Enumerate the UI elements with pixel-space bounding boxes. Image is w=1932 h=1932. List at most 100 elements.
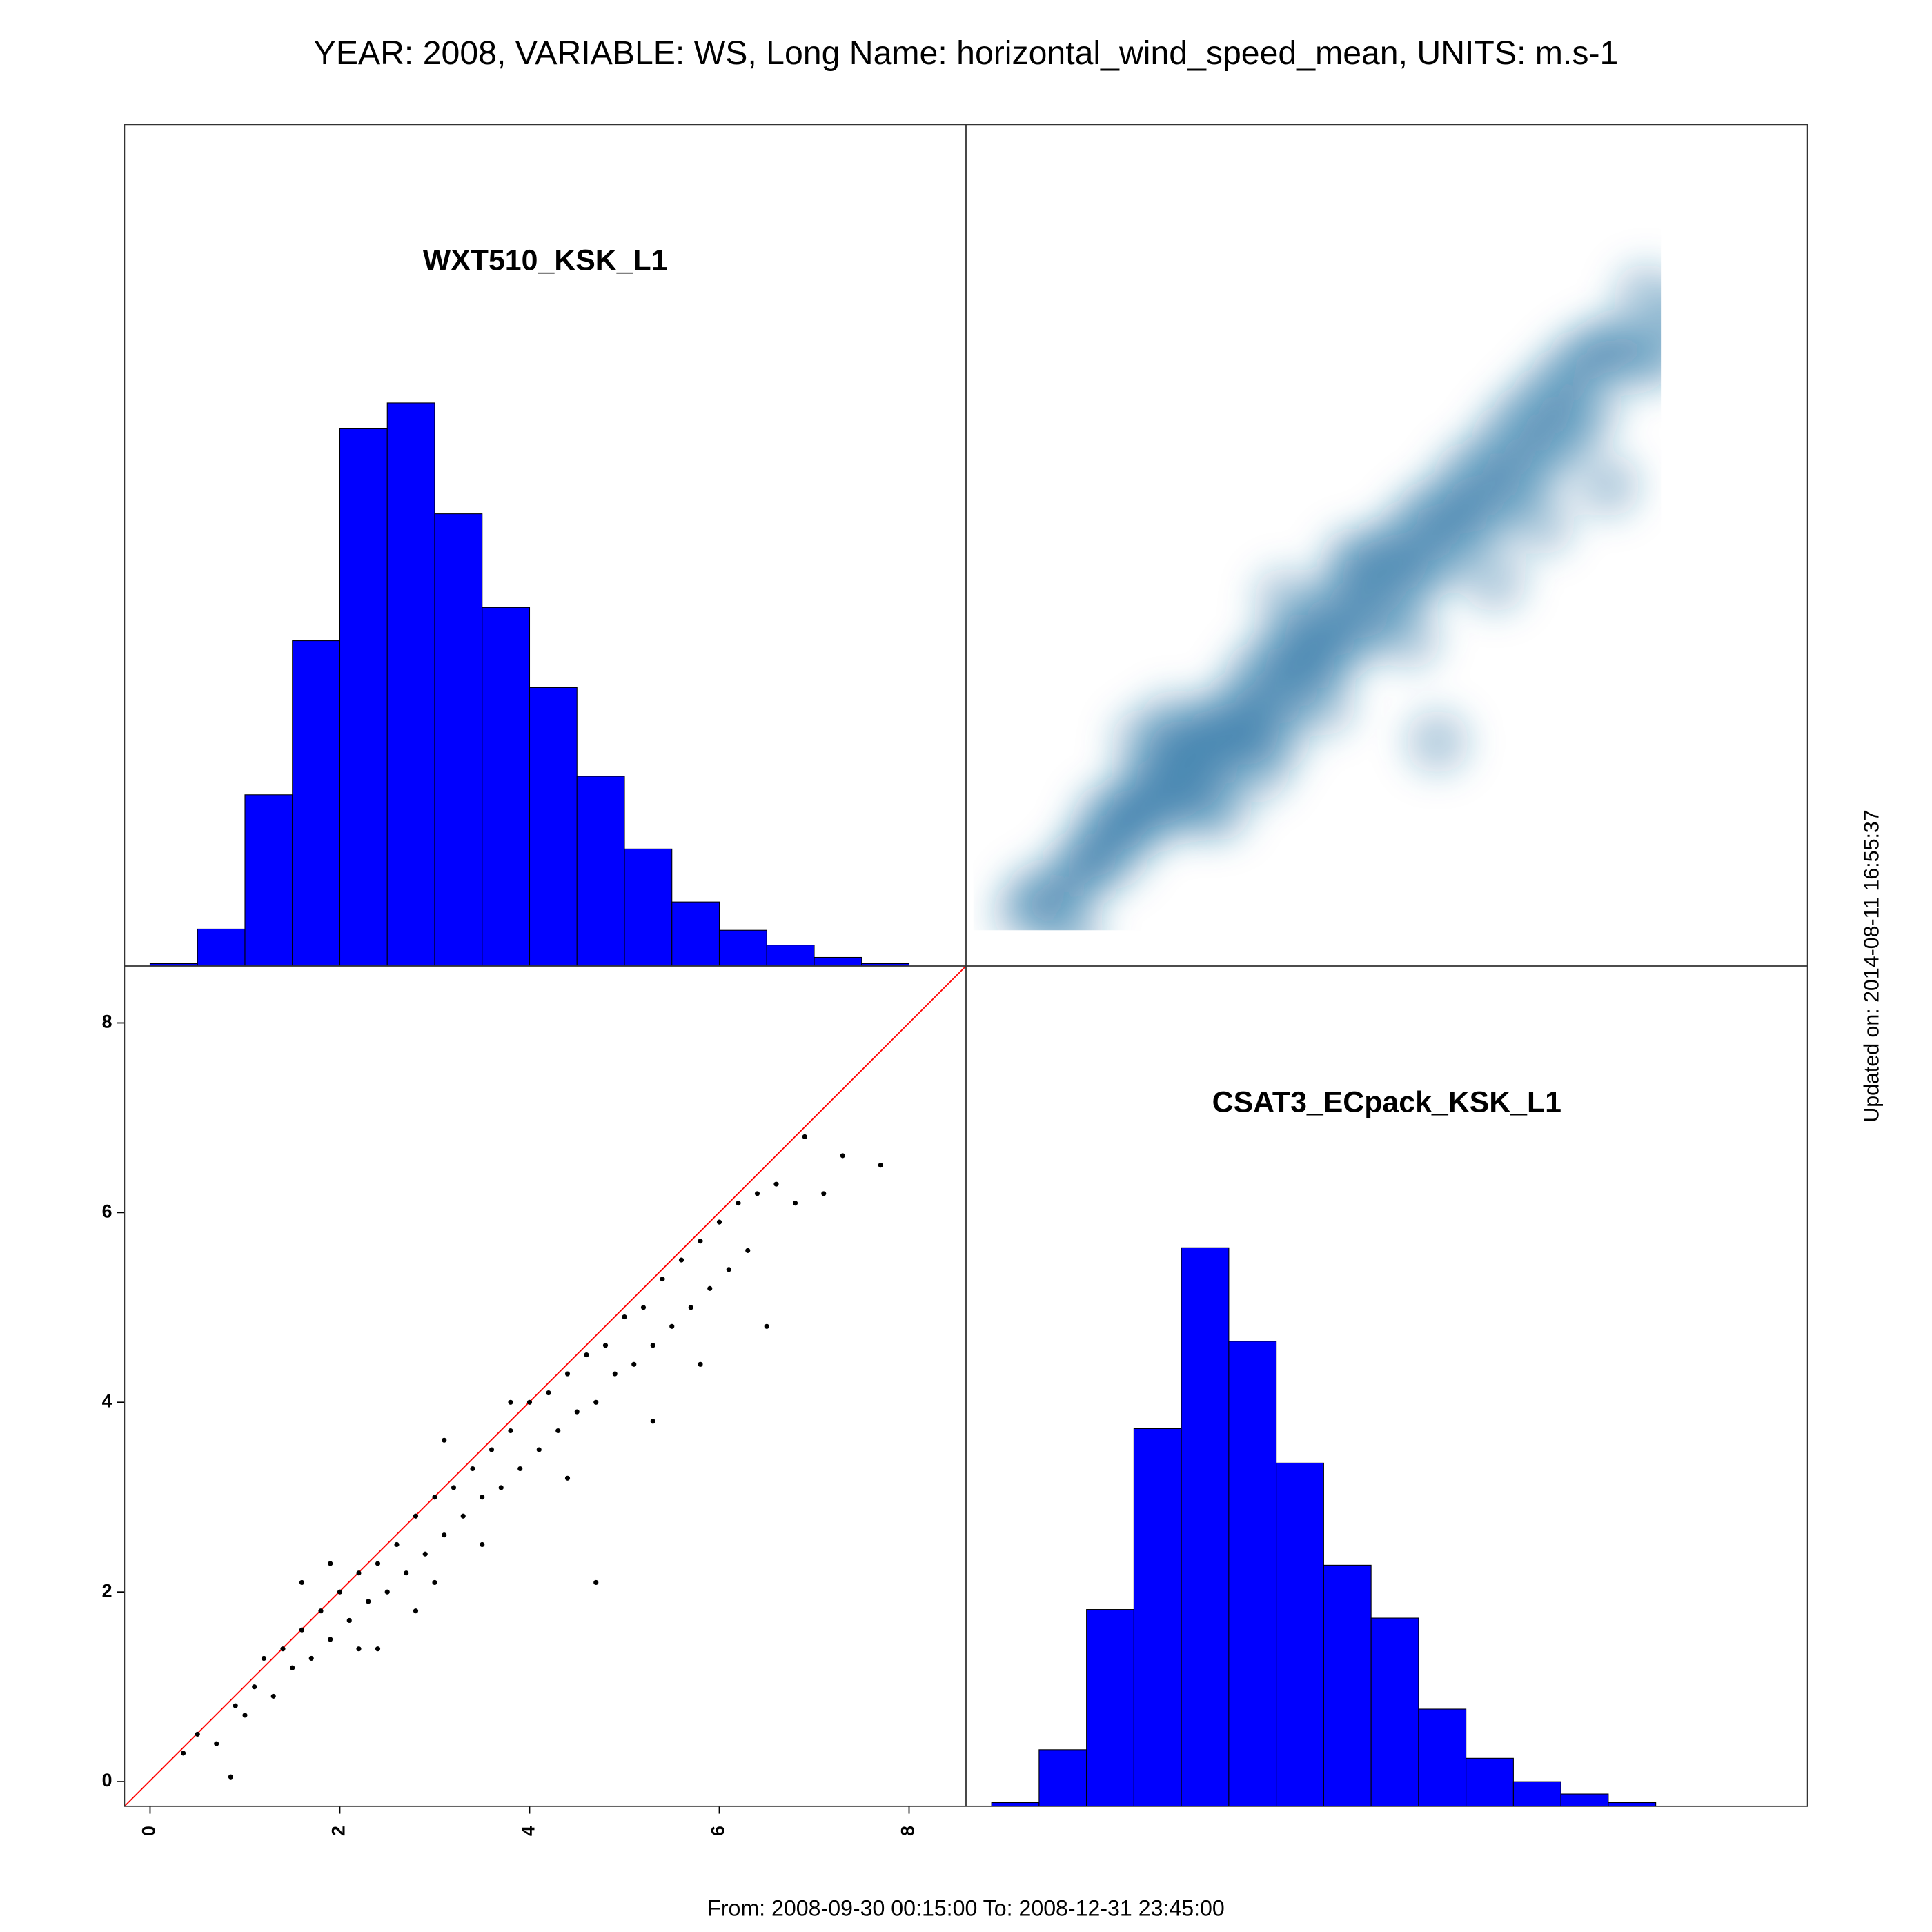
- bar: [1323, 1564, 1372, 1807]
- density-blob: [1253, 567, 1318, 632]
- point: [726, 1267, 731, 1272]
- density-blob: [1633, 320, 1662, 384]
- point: [821, 1191, 827, 1196]
- point: [802, 1134, 807, 1139]
- point: [716, 1219, 722, 1225]
- point: [228, 1774, 233, 1780]
- point: [480, 1495, 485, 1500]
- point: [394, 1541, 400, 1548]
- point: [764, 1323, 769, 1329]
- bar: [244, 794, 293, 967]
- x-tick-label: 0: [139, 1826, 159, 1836]
- density-blob: [1377, 605, 1441, 670]
- panel-title: WXT510_KSK_L1: [423, 244, 668, 277]
- point: [518, 1466, 523, 1472]
- point: [840, 1153, 845, 1159]
- bar: [1512, 1781, 1561, 1807]
- point: [328, 1637, 333, 1642]
- bar: [386, 402, 435, 967]
- point: [432, 1579, 437, 1586]
- point: [574, 1409, 580, 1414]
- point: [555, 1428, 561, 1434]
- point: [413, 1513, 419, 1519]
- point: [413, 1608, 419, 1614]
- point: [536, 1447, 542, 1452]
- point: [564, 1371, 571, 1377]
- point: [442, 1437, 447, 1443]
- density-blob: [1291, 671, 1356, 736]
- point: [736, 1201, 741, 1206]
- density-blob: [1510, 491, 1575, 555]
- point: [622, 1314, 627, 1320]
- point: [631, 1361, 637, 1367]
- bar: [197, 928, 246, 967]
- bar: [529, 687, 578, 967]
- y-tick-label: 4: [102, 1390, 112, 1411]
- point: [660, 1276, 665, 1282]
- x-tick-label: 4: [518, 1826, 539, 1836]
- density-blob: [1041, 904, 1104, 931]
- bar: [1560, 1793, 1609, 1807]
- point: [233, 1703, 238, 1708]
- x-tick-label: 6: [708, 1826, 729, 1836]
- point: [773, 1181, 779, 1187]
- point: [442, 1532, 447, 1538]
- point: [698, 1361, 703, 1367]
- point: [195, 1731, 200, 1737]
- bar: [292, 640, 341, 967]
- point: [612, 1371, 618, 1377]
- point: [698, 1239, 703, 1244]
- point: [669, 1323, 675, 1329]
- point: [375, 1646, 381, 1652]
- bar: [1276, 1462, 1324, 1807]
- point: [366, 1599, 371, 1604]
- point: [602, 1343, 609, 1348]
- point: [546, 1390, 551, 1396]
- point: [593, 1399, 599, 1405]
- bar: [1133, 1428, 1182, 1807]
- density-blob: [1462, 548, 1527, 613]
- scatter-points: [124, 966, 966, 1806]
- point: [299, 1627, 305, 1633]
- point: [242, 1713, 248, 1718]
- point: [214, 1741, 219, 1746]
- point: [290, 1665, 295, 1670]
- bar: [576, 776, 625, 967]
- density-blob: [1405, 709, 1470, 774]
- point: [308, 1655, 314, 1661]
- footnote: From: 2008-09-30 00:15:00 To: 2008-12-31…: [707, 1895, 1225, 1920]
- point: [181, 1751, 186, 1756]
- point: [460, 1513, 466, 1519]
- density-blob: [1652, 292, 1662, 337]
- density-blob: [1244, 709, 1309, 774]
- bar: [1038, 1749, 1087, 1807]
- point: [261, 1655, 267, 1661]
- point: [792, 1201, 798, 1206]
- density-blob: [1614, 263, 1662, 328]
- point: [508, 1399, 513, 1405]
- point: [422, 1551, 428, 1557]
- point: [508, 1428, 513, 1434]
- density-blur: [992, 263, 1662, 931]
- point: [432, 1495, 437, 1500]
- point: [593, 1579, 599, 1586]
- bar: [624, 848, 673, 967]
- bar: [1466, 1757, 1514, 1807]
- y-tick-label: 6: [102, 1201, 112, 1221]
- point: [650, 1343, 656, 1348]
- point: [688, 1305, 693, 1310]
- density-blob: [1168, 776, 1233, 840]
- point: [470, 1466, 475, 1472]
- bar: [434, 513, 483, 967]
- panel-title: CSAT3_ECpack_KSK_L1: [1212, 1085, 1561, 1118]
- point: [384, 1589, 390, 1595]
- point: [404, 1570, 409, 1576]
- bar: [1086, 1609, 1134, 1807]
- point: [299, 1579, 305, 1586]
- point: [754, 1191, 760, 1196]
- bar: [482, 607, 531, 967]
- point: [480, 1541, 485, 1548]
- point: [640, 1305, 647, 1310]
- y-tick-label: 2: [102, 1580, 112, 1601]
- page-title: YEAR: 2008, VARIABLE: WS, Long Name: hor…: [314, 34, 1619, 72]
